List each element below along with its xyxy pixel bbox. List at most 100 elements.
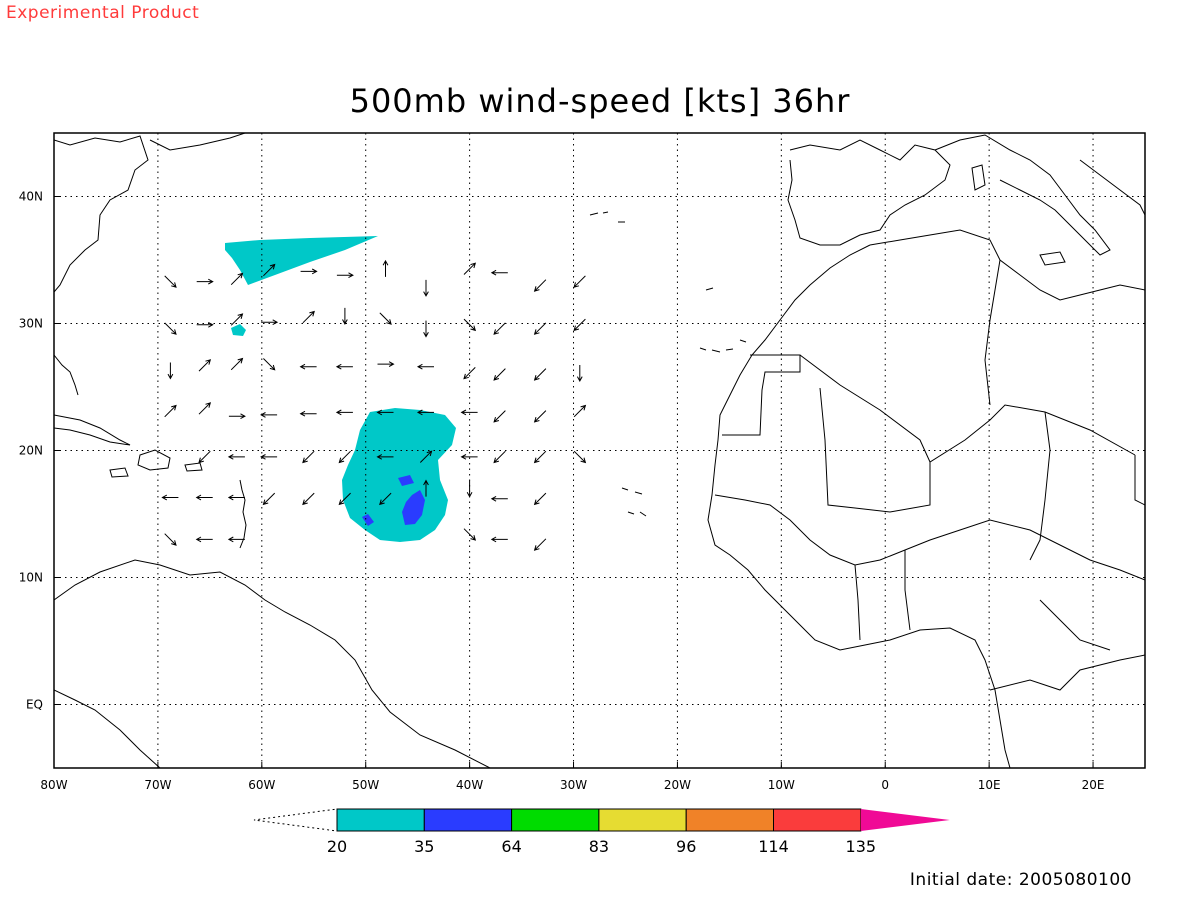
wind-vector-arrow [463, 262, 477, 275]
wind-vector-arrow [533, 492, 547, 506]
wind-vector-arrow [336, 272, 354, 279]
country-borders [854, 564, 861, 641]
wind-vector-arrow [335, 409, 353, 416]
wind-vector-arrow [573, 318, 586, 332]
wind-vector-arrow [263, 263, 276, 277]
wind-vector-arrow [342, 307, 348, 325]
country-borders [989, 654, 1145, 691]
x-tick-label: 60W [248, 778, 275, 792]
wind-vector-arrow [161, 494, 179, 501]
wind-vector-arrow [335, 363, 353, 370]
sardinia-coast [971, 164, 986, 191]
x-tick-label: 70W [144, 778, 171, 792]
wind-vector-arrow [227, 536, 245, 543]
colorbar-over-triangle [860, 809, 950, 831]
colorbar-segment [685, 808, 775, 832]
country-borders [722, 354, 801, 436]
balkans-coast [1079, 159, 1145, 216]
north-africa-coast [869, 229, 1145, 301]
x-tick-label: 80W [40, 778, 67, 792]
wind-vector-arrow [260, 412, 278, 418]
wind-vector-arrow [423, 479, 429, 497]
country-borders [1039, 599, 1111, 651]
wind-vector-arrow [230, 357, 244, 371]
x-tick-label: 30W [560, 778, 587, 792]
wind-vector-arrow [460, 409, 478, 416]
france-italy-coast [934, 134, 1111, 256]
wind-vector-arrow [463, 528, 477, 541]
colorbar-segment [511, 808, 600, 832]
x-tick-label: 10W [768, 778, 795, 792]
colorbar-level-label: 35 [414, 837, 434, 856]
wind-vector-arrow [493, 322, 506, 335]
y-tick-label: 30N [19, 317, 43, 331]
wind-speed-20-35-spot [231, 324, 246, 336]
chart-title: 500mb wind-speed [kts] 36hr [349, 82, 851, 120]
colorbar-level-label: 135 [846, 837, 877, 856]
colorbar-level-label: 64 [501, 837, 521, 856]
wind-vector-arrow [573, 275, 586, 288]
wind-vector-arrow [299, 410, 317, 417]
puerto-rico-coast [184, 462, 203, 472]
wind-vector-arrow [376, 454, 394, 460]
wind-vector-arrow [263, 358, 276, 371]
country-borders [1134, 455, 1145, 506]
wind-vector-arrow [198, 402, 212, 415]
colorbar-level-label: 20 [327, 837, 347, 856]
wind-vector-arrow [490, 495, 508, 502]
wind-vector-arrow [302, 492, 315, 506]
colorbar-segment [423, 808, 513, 832]
wind-vector-arrow [416, 363, 434, 370]
wind-vector-arrow [463, 367, 476, 380]
y-tick-label: 20N [19, 444, 43, 458]
axis-ticks: 80W 70W 60W 50W 40W 30W 20W 10W 0 10E 20E 40N 30N 20N… [19, 190, 1105, 793]
wind-vector-arrow [164, 533, 177, 546]
wind-vector-arrow [423, 279, 429, 297]
wind-vector-arrow [573, 404, 587, 418]
cuba-coast [54, 414, 131, 446]
x-tick-label: 20W [664, 778, 691, 792]
azores-islands [589, 211, 625, 223]
hispaniola-coast [137, 449, 171, 471]
wind-vector-arrow [533, 322, 547, 335]
iberia-coast [787, 139, 951, 246]
wind-vector-arrow [423, 320, 429, 338]
colorbar-level-label: 114 [758, 837, 789, 856]
y-tick-label: 40N [19, 190, 43, 204]
map-area [54, 133, 1145, 768]
x-tick-label: 50W [352, 778, 379, 792]
y-tick-label: EQ [26, 698, 43, 712]
wind-speed-20-35-band-north [225, 236, 378, 285]
wind-vector-arrow [466, 480, 473, 498]
x-tick-label: 20E [1082, 778, 1105, 792]
wind-vector-arrow [302, 450, 315, 464]
wind-vector-arrow [416, 409, 434, 416]
colorbar-segment [773, 808, 862, 832]
x-tick-label: 0 [881, 778, 889, 792]
cape-verde-islands [621, 487, 647, 517]
x-tick-label: 40W [456, 778, 483, 792]
wind-vector-arrow [379, 312, 392, 325]
colorbar: 20 35 64 83 96 114 135 [253, 808, 950, 856]
lat-lon-grid [54, 133, 1145, 768]
wind-vector-arrow [230, 272, 244, 286]
colorbar-level-label: 96 [676, 837, 696, 856]
wind-vector-arrow [576, 365, 583, 383]
wind-speed-20-35-main [342, 408, 456, 542]
wind-vector-arrow [533, 450, 547, 464]
wind-vector-arrow [227, 454, 245, 460]
wind-speed-35-64-core [402, 490, 425, 525]
wind-vector-arrow [198, 450, 211, 464]
colorbar-under-triangle [253, 808, 338, 832]
wind-speed-35-64-spot [398, 475, 414, 486]
country-borders [904, 550, 911, 631]
wind-vector-arrow [230, 313, 244, 326]
colorbar-segment [598, 808, 687, 832]
wind-vector-arrow [377, 361, 395, 367]
wind-vector-arrow [167, 362, 174, 380]
wind-vector-arrow [300, 268, 318, 275]
wind-vector-arrow [196, 321, 214, 328]
country-borders [799, 354, 1136, 463]
experimental-product-label: Experimental Product [6, 3, 200, 23]
country-borders [984, 259, 1001, 406]
